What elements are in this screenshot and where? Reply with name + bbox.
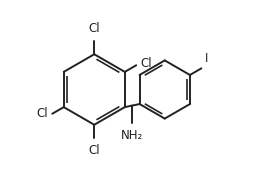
Text: Cl: Cl bbox=[88, 22, 100, 35]
Text: Cl: Cl bbox=[141, 57, 152, 70]
Text: Cl: Cl bbox=[36, 107, 48, 120]
Text: NH₂: NH₂ bbox=[121, 129, 143, 142]
Text: I: I bbox=[204, 52, 208, 65]
Text: Cl: Cl bbox=[88, 144, 100, 157]
